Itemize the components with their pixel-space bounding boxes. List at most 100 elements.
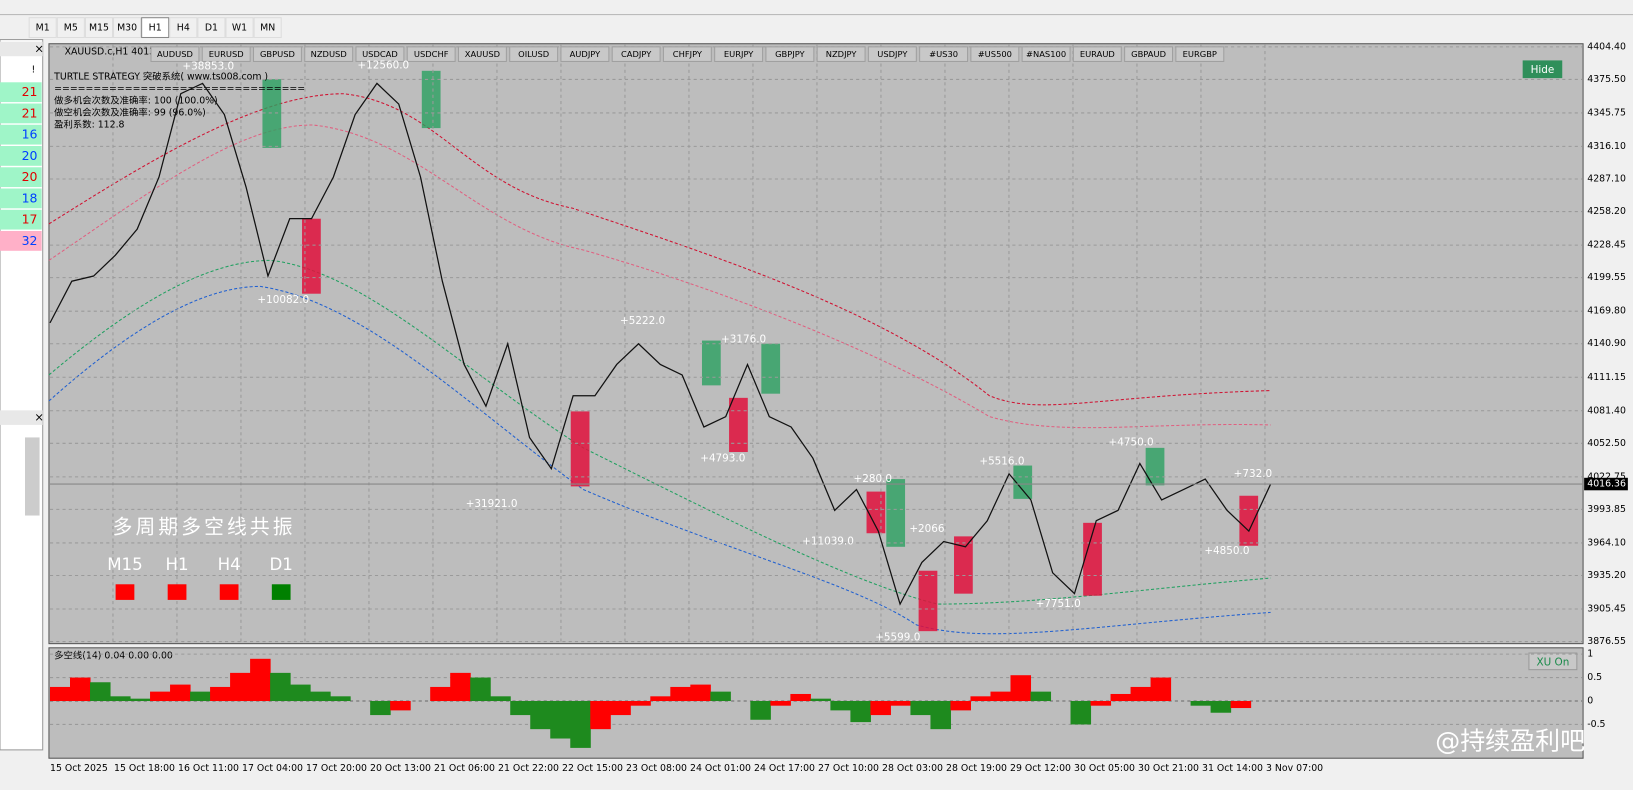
symbol-button[interactable] xyxy=(714,46,764,62)
symbol-label[interactable]: EURGBP xyxy=(1183,49,1217,59)
symbol-label[interactable]: #NAS100 xyxy=(1026,49,1066,59)
symbol-button[interactable] xyxy=(355,46,405,62)
timeframe-button[interactable] xyxy=(56,17,85,39)
timeframe-label[interactable]: M1 xyxy=(36,23,50,34)
resonance-tf: H4 xyxy=(218,555,241,574)
resonance-tf: H1 xyxy=(165,555,188,574)
timeframe-label[interactable]: H4 xyxy=(177,23,190,34)
symbol-label[interactable]: CADJPY xyxy=(621,49,652,59)
symbol-button[interactable] xyxy=(1072,46,1122,62)
info-line: TURTLE STRATEGY 突破系统( www.ts008.com ) xyxy=(53,71,268,83)
count-value: 16 xyxy=(22,127,38,142)
symbol-label[interactable]: GBPAUD xyxy=(1131,49,1166,59)
symbol-label[interactable]: NZDUSD xyxy=(311,49,347,59)
symbol-label[interactable]: XAUUSD xyxy=(465,49,500,59)
timeframe-label[interactable]: MN xyxy=(260,23,275,34)
xu-button-label[interactable]: XU On xyxy=(1536,656,1569,668)
symbol-label[interactable]: GBPUSD xyxy=(260,49,295,59)
symbol-button[interactable] xyxy=(816,46,866,62)
hide-button-label[interactable]: Hide xyxy=(1531,64,1555,76)
symbol-button[interactable] xyxy=(765,46,815,62)
symbol-label[interactable]: #US500 xyxy=(978,49,1012,59)
symbol-button[interactable] xyxy=(406,46,456,62)
timeframe-label[interactable]: M15 xyxy=(89,23,109,34)
trade-annotation: +7751.0 xyxy=(1036,598,1081,610)
symbol-button[interactable] xyxy=(201,46,251,62)
timeframe-button[interactable] xyxy=(141,17,170,39)
resonance-square xyxy=(115,584,135,600)
symbol-label[interactable]: EURJPY xyxy=(724,49,754,59)
timeframe-button[interactable] xyxy=(253,17,282,39)
symbol-button[interactable] xyxy=(304,46,354,62)
price-tick-label: 3993.85 xyxy=(1587,504,1626,515)
symbol-button[interactable] xyxy=(509,46,559,62)
symbol-label[interactable]: GBPJPY xyxy=(775,49,805,59)
indicator-bar xyxy=(1190,701,1212,706)
symbol-button[interactable] xyxy=(611,46,661,62)
timeframe-button[interactable] xyxy=(28,17,57,39)
indicator-bar xyxy=(1150,677,1172,702)
indicator-tick-label: 0.5 xyxy=(1587,672,1602,683)
timeframe-label[interactable]: W1 xyxy=(232,23,247,34)
symbol-button[interactable] xyxy=(1021,46,1071,62)
count-value: 20 xyxy=(22,169,38,184)
symbol-label[interactable]: NZDJPY xyxy=(826,49,858,59)
symbol-button[interactable] xyxy=(919,46,969,62)
indicator-bar xyxy=(610,701,631,716)
indicator-label: 多空线(14) 0.04 0.00 0.00 xyxy=(54,650,173,662)
symbol-button[interactable] xyxy=(457,46,507,62)
symbol-label[interactable]: USDCHF xyxy=(414,49,449,59)
close-icon[interactable]: × xyxy=(34,410,44,424)
timeframe-button[interactable] xyxy=(225,17,254,39)
symbol-label[interactable]: USDJPY xyxy=(877,49,908,59)
timeframe-label[interactable]: M30 xyxy=(117,23,137,34)
timeframe-label[interactable]: M5 xyxy=(64,23,78,34)
indicator-bar xyxy=(650,696,671,702)
resonance-title: 多周期多空线共振 xyxy=(113,516,296,539)
symbol-label[interactable]: #US30 xyxy=(929,49,958,59)
symbol-label[interactable]: AUDUSD xyxy=(157,49,193,59)
price-tick-label: 4404.40 xyxy=(1587,41,1626,52)
symbol-button[interactable] xyxy=(252,46,302,62)
timeframe-button[interactable] xyxy=(197,17,226,39)
timeframe-button[interactable] xyxy=(169,17,198,39)
symbol-button[interactable] xyxy=(1124,46,1174,62)
symbol-button[interactable] xyxy=(867,46,917,62)
symbol-label[interactable]: CHFJPY xyxy=(673,49,703,59)
symbol-label[interactable]: USDCAD xyxy=(362,49,398,59)
symbol-button[interactable] xyxy=(150,46,200,62)
trade-annotation: +11039.0 xyxy=(802,536,854,548)
indicator-bar xyxy=(270,672,291,702)
price-tick-label: 4052.50 xyxy=(1587,438,1626,449)
symbol-label[interactable]: EURUSD xyxy=(209,49,244,59)
symbol-label[interactable]: OILUSD xyxy=(518,49,549,59)
close-icon[interactable]: × xyxy=(34,41,44,55)
xu-button[interactable] xyxy=(1528,652,1578,671)
timeframe-label[interactable]: H1 xyxy=(149,23,162,34)
indicator-bar xyxy=(670,686,691,702)
price-tick-label: 4316.10 xyxy=(1587,141,1626,152)
trade-annotation: +38853.0 xyxy=(182,61,234,73)
symbol-label[interactable]: AUDJPY xyxy=(570,49,602,59)
symbol-button[interactable] xyxy=(662,46,712,62)
indicator-bar xyxy=(990,691,1012,702)
timeframe-label[interactable]: D1 xyxy=(205,23,218,34)
price-tick-label: 4140.90 xyxy=(1587,338,1626,349)
count-value: 20 xyxy=(22,148,38,163)
symbol-button[interactable] xyxy=(970,46,1020,62)
timeframe-button[interactable] xyxy=(84,17,114,39)
time-label: 24 Oct 17:00 xyxy=(754,763,815,774)
hide-button[interactable] xyxy=(1522,60,1563,79)
price-tick-label: 3964.10 xyxy=(1587,537,1626,548)
indicator-bar xyxy=(710,691,731,702)
scrollbar[interactable] xyxy=(24,437,40,516)
indicator-bar xyxy=(1070,701,1092,725)
indicator-tick-label: 0 xyxy=(1587,696,1593,707)
info-line: ================================ xyxy=(54,84,305,95)
time-label: 21 Oct 06:00 xyxy=(434,763,495,774)
symbol-button[interactable] xyxy=(1175,46,1225,62)
timeframe-button[interactable] xyxy=(113,17,142,39)
symbol-button[interactable] xyxy=(560,46,610,62)
symbol-label[interactable]: EURAUD xyxy=(1080,49,1115,59)
